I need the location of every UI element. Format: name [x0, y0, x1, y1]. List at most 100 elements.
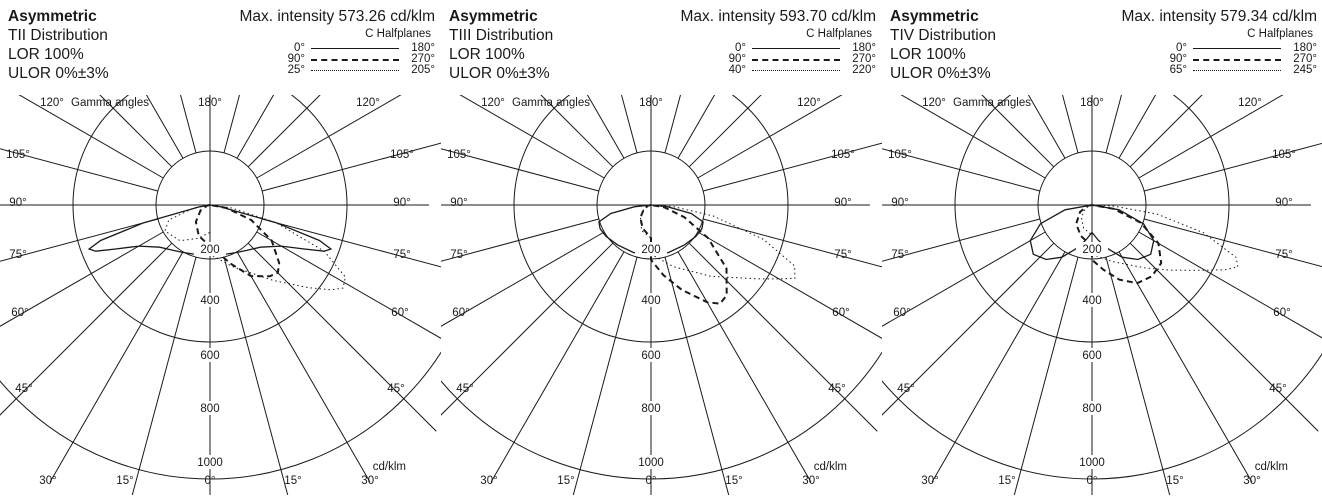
- polar-diagram: 180° Gamma angles 120° 120° 105° 105° 90° 90° 75…: [882, 95, 1322, 495]
- angle-label-bottom: 15°: [725, 475, 742, 487]
- angle-label-left: 105°: [447, 149, 471, 161]
- angle-label-left: 90°: [450, 197, 467, 209]
- ulor-label: ULOR 0%±3%: [8, 65, 109, 82]
- grid-spoke: [1129, 95, 1203, 168]
- grid-spoke: [1105, 257, 1171, 495]
- polar-diagram: 180° Gamma angles 120° 120° 105° 105° 90° 90° 75…: [0, 95, 441, 495]
- grid-spoke: [1105, 95, 1122, 153]
- angle-label-left: 120°: [481, 97, 505, 109]
- grid-spoke: [0, 218, 158, 262]
- grid-spoke: [931, 251, 1066, 483]
- legend-angle-end: 180°: [852, 42, 876, 54]
- angle-label-bottom: 15°: [1166, 475, 1183, 487]
- unit-label: cd/klm: [814, 461, 847, 473]
- radial-tick-label: 800: [1082, 403, 1101, 415]
- angle-label-bottom: 15°: [557, 475, 574, 487]
- grid-spoke: [572, 257, 638, 495]
- legend-angle-end: 270°: [852, 53, 876, 65]
- max-intensity-label: Max. intensity 593.70 cd/klm: [680, 8, 876, 25]
- angle-label-left: 45°: [15, 383, 32, 395]
- grid-spoke: [1144, 142, 1322, 192]
- grid-spoke: [697, 95, 843, 179]
- legend-row: 65° 245°: [1147, 64, 1317, 76]
- grid-spoke: [1013, 257, 1079, 495]
- angle-label-right: 60°: [832, 307, 849, 319]
- chart-header: Asymmetric TIII Distribution LOR 100% UL…: [449, 8, 876, 82]
- radial-tick-label: 600: [1082, 350, 1101, 362]
- legend-angle-end: 180°: [411, 42, 435, 54]
- grid-spoke: [441, 242, 614, 416]
- legend-line-sample: [311, 59, 399, 61]
- angle-label-right: 60°: [391, 307, 408, 319]
- polar-diagram: 180° Gamma angles 120° 120° 105° 105° 90° 90° 75…: [441, 95, 882, 495]
- angle-label-bottom: 15°: [998, 475, 1015, 487]
- grid-spoke: [441, 218, 599, 262]
- angle-label-bottom: 30°: [361, 475, 378, 487]
- max-intensity-label: Max. intensity 573.26 cd/klm: [239, 8, 435, 25]
- lor-label: LOR 100%: [890, 46, 966, 63]
- angle-label-right: 45°: [828, 383, 845, 395]
- angle-label-left: 105°: [6, 149, 30, 161]
- legend-line-sample: [752, 59, 840, 61]
- grid-spoke: [688, 95, 762, 168]
- legend-row: 0° 180°: [265, 42, 435, 54]
- grid-spoke: [703, 218, 882, 268]
- ulor-label: ULOR 0%±3%: [449, 65, 550, 82]
- grid-spoke: [882, 231, 1046, 327]
- grid-spoke: [236, 95, 275, 159]
- radial-tick-label: 200: [200, 244, 219, 256]
- angle-label-right: 90°: [393, 197, 410, 209]
- legend-line-sample: [1193, 59, 1281, 61]
- max-intensity-label: Max. intensity 579.34 cd/klm: [1121, 8, 1317, 25]
- legend-line-sample: [1193, 48, 1281, 49]
- angle-label-left: 120°: [40, 97, 64, 109]
- radial-tick-label: 1000: [197, 457, 223, 469]
- grid-spoke: [247, 95, 321, 168]
- angle-label-bottom: 30°: [39, 475, 56, 487]
- polar-grid: [882, 95, 1322, 495]
- grid-spoke: [1118, 95, 1157, 159]
- grid-spoke: [677, 95, 716, 159]
- angle-label-right: 120°: [1238, 97, 1262, 109]
- grid-spoke: [677, 251, 812, 483]
- legend-row: 0° 180°: [706, 42, 876, 54]
- chart-type-label: Asymmetric: [890, 8, 979, 25]
- angle-label-left: 60°: [452, 307, 469, 319]
- radial-tick-label: 400: [1082, 295, 1101, 307]
- angle-label-bottom: 15°: [284, 475, 301, 487]
- legend-title: C Halfplanes: [365, 28, 431, 40]
- angle-label-left: 75°: [891, 249, 908, 261]
- grid-spoke: [180, 95, 197, 153]
- legend-line-sample: [311, 48, 399, 49]
- legend-angle-start: 90°: [1169, 53, 1187, 65]
- legend-angle-end: 270°: [1293, 53, 1317, 65]
- legend-angle-start: 90°: [287, 53, 305, 65]
- angle-label-right: 75°: [393, 249, 410, 261]
- grid-spoke: [882, 218, 1040, 262]
- legend-angle-end: 180°: [1293, 42, 1317, 54]
- legend-angle-start: 0°: [735, 42, 746, 54]
- angle-label-right: 90°: [1275, 197, 1292, 209]
- radial-tick-label: 400: [641, 295, 660, 307]
- grid-spoke: [223, 257, 289, 495]
- grid-spoke: [256, 95, 402, 179]
- angle-label-bottom: 0°: [1087, 475, 1098, 487]
- polar-chart-panel: Asymmetric TIII Distribution LOR 100% UL…: [441, 0, 882, 503]
- angle-label-right: 45°: [1269, 383, 1286, 395]
- grid-spoke: [882, 148, 1040, 192]
- angle-label-right: 45°: [387, 383, 404, 395]
- grid-spoke: [621, 95, 638, 153]
- lor-label: LOR 100%: [8, 46, 84, 63]
- angle-label-bottom: 0°: [646, 475, 657, 487]
- polar-chart-panel: Asymmetric TIV Distribution LOR 100% ULO…: [882, 0, 1322, 503]
- radial-tick-label: 400: [200, 295, 219, 307]
- halfplane-legend: C Halfplanes 0° 180° 90° 270° 65° 245°: [1147, 28, 1317, 78]
- angle-label-left: 45°: [897, 383, 914, 395]
- radial-tick-label: 600: [200, 350, 219, 362]
- intensity-curve-solid: [1029, 204, 1155, 261]
- grid-spoke: [703, 142, 882, 192]
- legend-angle-start: 65°: [1169, 64, 1187, 76]
- angle-label-right: 105°: [390, 149, 414, 161]
- chart-header: Asymmetric TII Distribution LOR 100% ULO…: [8, 8, 435, 82]
- grid-spoke: [1062, 95, 1079, 153]
